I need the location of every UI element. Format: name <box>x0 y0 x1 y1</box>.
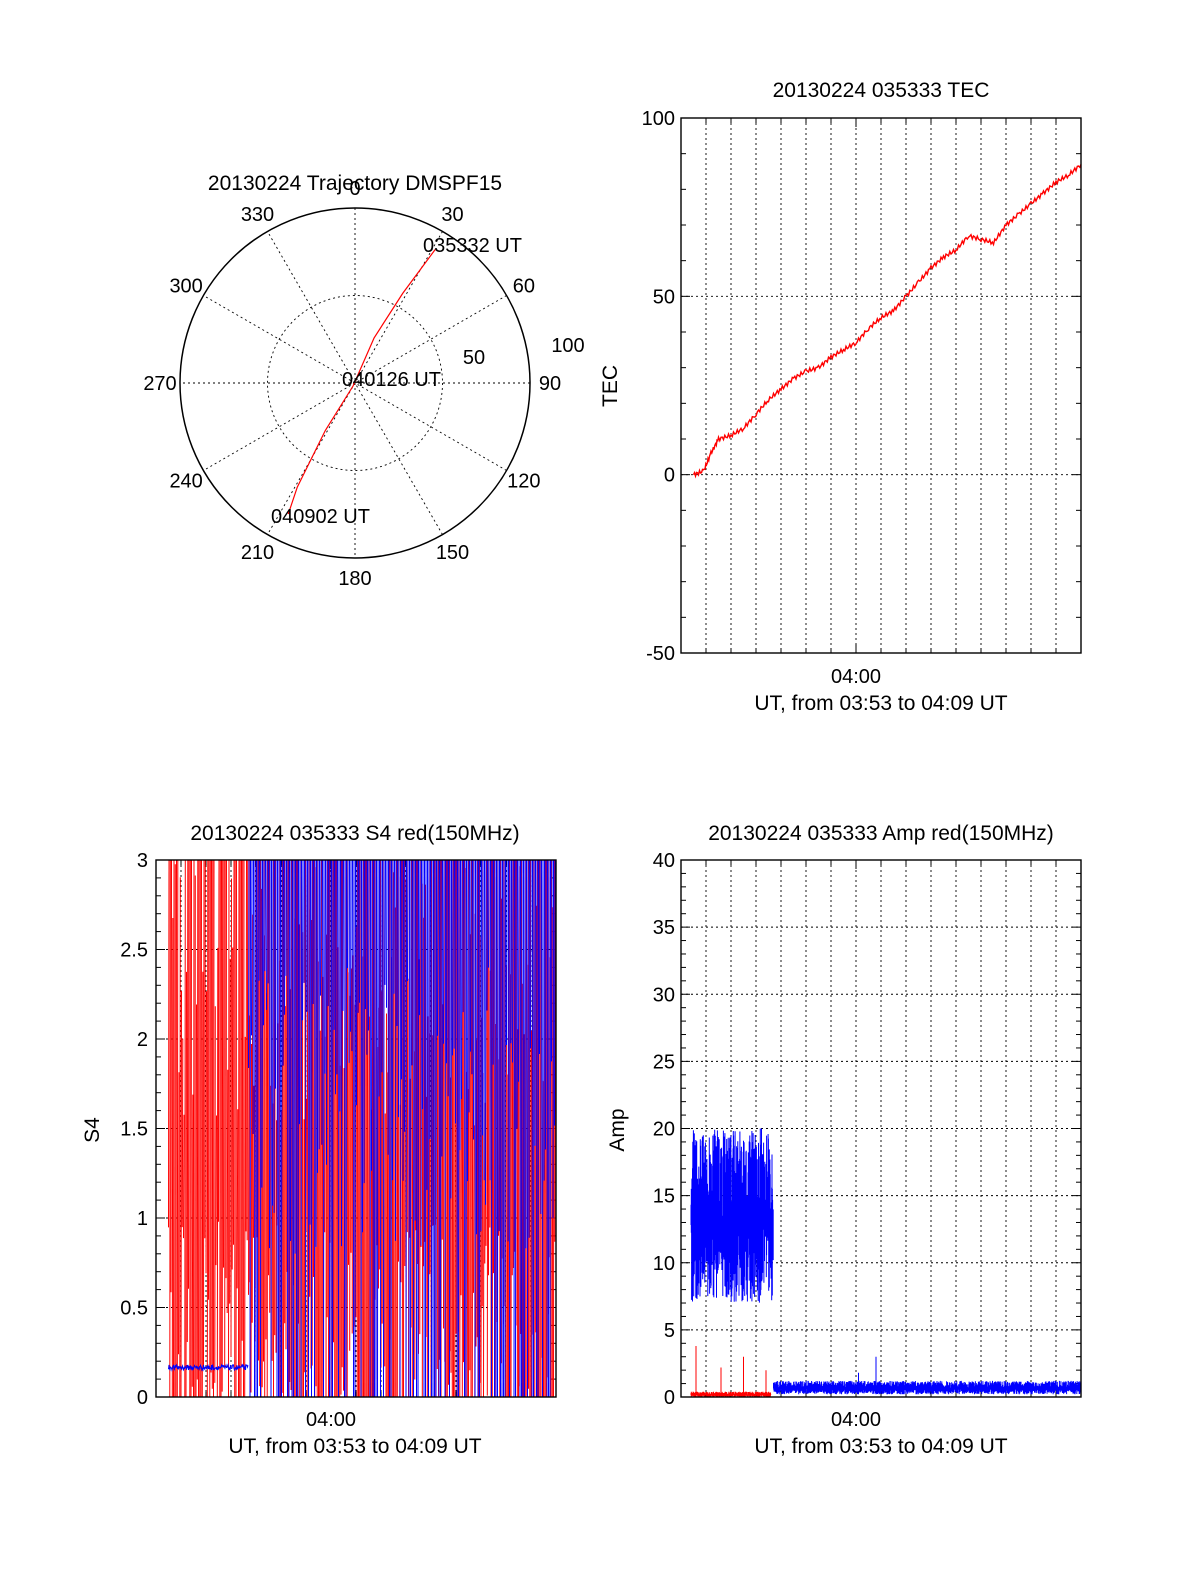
amp-red-series <box>690 1346 772 1397</box>
polar-ring-50 <box>267 295 443 471</box>
s4-x-tick-label: 04:00 <box>306 1409 356 1431</box>
polar-angle-label: 60 <box>513 276 535 298</box>
polar-trajectory-line <box>287 249 436 515</box>
polar-angle-label: 270 <box>143 373 176 395</box>
polar-angle-label: 30 <box>441 204 463 226</box>
s4-blue-series <box>168 859 556 1398</box>
polar-angle-label: 150 <box>436 542 469 564</box>
amp-plot-frame <box>680 859 1082 1398</box>
y-tick-label: 5 <box>664 1320 675 1342</box>
s4-x-axis-label: UT, from 03:53 to 04:09 UT <box>228 1435 481 1458</box>
polar-radial-label-100: 100 <box>551 335 584 357</box>
amp-x-tick-label: 04:00 <box>831 1409 881 1431</box>
y-tick-label: 0 <box>664 1387 675 1409</box>
amp-grid <box>681 859 1081 1398</box>
polar-angle-label: 240 <box>169 471 202 493</box>
s4-plot-frame <box>155 859 557 1398</box>
s4-title: 20130224 035333 S4 red(150MHz) <box>190 822 519 845</box>
tec-plot-frame <box>680 117 1082 654</box>
polar-angle-label: 180 <box>338 568 371 590</box>
tec-grid <box>681 117 1081 654</box>
tec-title: 20130224 035333 TEC <box>773 79 990 102</box>
polar-angle-labels: 0 30 60 90 120 150 180 210 240 270 300 330 <box>143 178 561 590</box>
amp-blue-series <box>690 1128 1082 1395</box>
y-tick-label: 25 <box>653 1051 675 1073</box>
polar-angle-label: 90 <box>539 373 561 395</box>
y-tick-label: 50 <box>653 286 675 308</box>
amp-panel: 20130224 035333 Amp red(150MHz) 0 5 10 15 20… <box>606 822 1082 1458</box>
polar-annotation-start: 035332 UT <box>423 235 522 257</box>
y-tick-label: 1 <box>137 1208 148 1230</box>
polar-angle-label: 330 <box>241 204 274 226</box>
polar-trajectory-panel: 20130224 Trajectory DMSPF15 0 30 60 90 120 15… <box>143 172 584 590</box>
y-tick-label: 0 <box>664 465 675 487</box>
y-tick-label: 30 <box>653 984 675 1006</box>
tec-panel: 20130224 035333 TEC -50 0 50 100 04:00 UT, … <box>599 79 1082 715</box>
polar-title: 20130224 Trajectory DMSPF15 <box>208 172 502 195</box>
amp-title: 20130224 035333 Amp red(150MHz) <box>708 822 1054 845</box>
s4-panel: 20130224 035333 S4 red(150MHz) 0 0.5 1 1.5 2… <box>81 822 557 1458</box>
y-tick-label: 35 <box>653 917 675 939</box>
y-tick-label: 20 <box>653 1119 675 1141</box>
tec-y-axis-label: TEC <box>599 365 622 407</box>
y-tick-label: 100 <box>642 108 675 130</box>
tec-series-line <box>692 164 1082 479</box>
s4-y-ticks: 0 0.5 1 1.5 2 2.5 3 <box>120 850 148 1409</box>
s4-y-axis-label: S4 <box>81 1117 104 1143</box>
polar-annotation-end: 040902 UT <box>271 506 370 528</box>
y-tick-label: 15 <box>653 1186 675 1208</box>
y-tick-label: 2 <box>137 1029 148 1051</box>
tec-x-axis-label: UT, from 03:53 to 04:09 UT <box>754 692 1007 715</box>
polar-angle-label: 210 <box>241 542 274 564</box>
y-tick-label: 3 <box>137 850 148 872</box>
y-tick-label: 0 <box>137 1387 148 1409</box>
amp-y-axis-label: Amp <box>606 1108 629 1151</box>
tec-y-ticks: -50 0 50 100 <box>642 108 675 665</box>
polar-angle-label: 0 <box>349 178 360 200</box>
polar-radial-label-50: 50 <box>463 347 485 369</box>
y-tick-label: 2.5 <box>120 940 148 962</box>
y-tick-label: 10 <box>653 1253 675 1275</box>
amp-x-axis-label: UT, from 03:53 to 04:09 UT <box>754 1435 1007 1458</box>
y-tick-label: -50 <box>646 643 675 665</box>
y-tick-label: 40 <box>653 850 675 872</box>
tec-x-tick-label: 04:00 <box>831 666 881 688</box>
y-tick-label: 1.5 <box>120 1119 148 1141</box>
amp-y-ticks: 0 5 10 15 20 25 30 35 40 <box>653 850 675 1409</box>
y-tick-label: 0.5 <box>120 1298 148 1320</box>
polar-annotation-mid: 040126 UT <box>342 369 441 391</box>
polar-angle-label: 300 <box>169 276 202 298</box>
polar-outer-circle <box>179 207 531 559</box>
polar-angle-label: 120 <box>507 471 540 493</box>
